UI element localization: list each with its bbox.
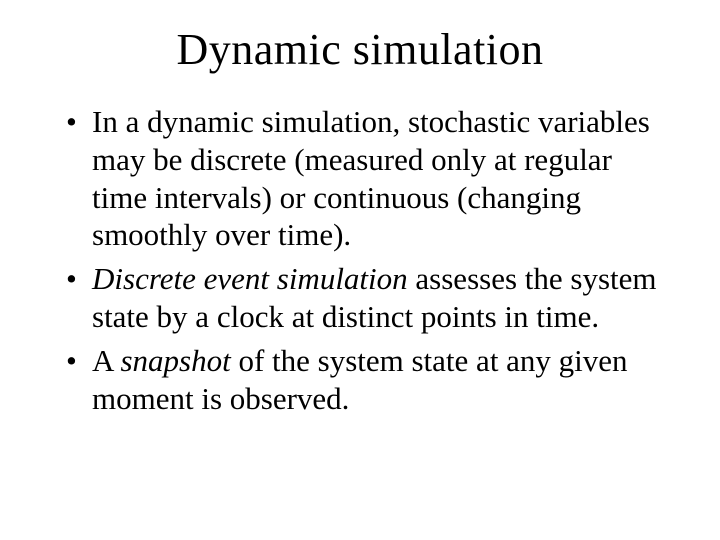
- slide-title: Dynamic simulation: [48, 24, 672, 75]
- bullet-text-italic: Discrete event simulation: [92, 261, 408, 296]
- list-item: In a dynamic simulation, stochastic vari…: [66, 103, 668, 254]
- bullet-text-italic: snapshot: [120, 343, 230, 378]
- bullet-text-pre: A: [92, 343, 120, 378]
- list-item: Discrete event simulation assesses the s…: [66, 260, 668, 336]
- bullet-list: In a dynamic simulation, stochastic vari…: [48, 103, 672, 418]
- slide: Dynamic simulation In a dynamic simulati…: [0, 0, 720, 540]
- list-item: A snapshot of the system state at any gi…: [66, 342, 668, 418]
- bullet-text-pre: In a dynamic simulation, stochastic vari…: [92, 104, 650, 252]
